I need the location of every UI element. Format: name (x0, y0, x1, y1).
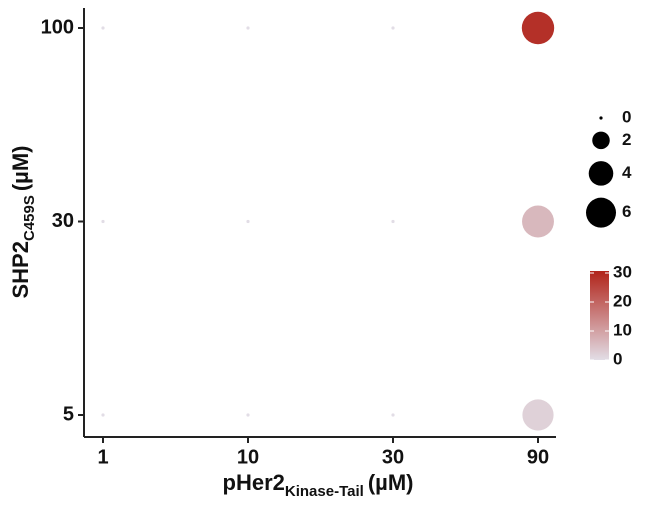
y-title-unit: (µM) (8, 145, 33, 191)
y-axis-title: SHP2C459S (µM) (8, 145, 38, 298)
bubble (521, 11, 555, 45)
bubble (522, 399, 554, 431)
y-tick-label: 30 (52, 210, 74, 232)
bubble (101, 413, 105, 417)
x-tick-label: 90 (527, 446, 549, 468)
x-tick-label: 1 (97, 446, 108, 468)
bubble (391, 413, 395, 417)
x-title-sub: Kinase-Tail (285, 483, 364, 500)
size-legend-key (599, 116, 603, 120)
y-title-main: SHP2 (8, 241, 33, 298)
bubble (246, 219, 250, 224)
bubble (522, 205, 554, 238)
x-title-unit: (µM) (368, 470, 414, 495)
size-legend-label: 4 (622, 163, 632, 182)
color-legend-label: 20 (613, 291, 632, 310)
color-bar (590, 271, 609, 360)
size-legend-label: 6 (622, 202, 631, 221)
size-legend-label: 2 (622, 130, 631, 149)
size-legend-key (586, 197, 616, 228)
x-axis-title: pHer2Kinase-Tail (µM) (223, 470, 414, 500)
size-legend-key (592, 131, 610, 150)
size-legend-label: 0 (622, 107, 631, 126)
bubble (101, 219, 105, 224)
y-tick-label: 5 (63, 403, 74, 425)
bubble (101, 26, 105, 30)
y-tick-label: 100 (41, 16, 74, 38)
color-legend-label: 10 (613, 320, 632, 339)
x-tick-label: 30 (382, 446, 404, 468)
bubble (391, 26, 395, 30)
y-title-sub: C459S (21, 195, 38, 241)
size-legend-key (588, 161, 614, 186)
x-title-main: pHer2 (223, 470, 285, 495)
bubble (246, 26, 250, 30)
color-legend-label: 30 (613, 262, 632, 281)
color-legend-label: 0 (613, 349, 622, 368)
bubble (246, 413, 250, 417)
bubble (391, 219, 395, 224)
x-tick-label: 10 (237, 446, 259, 468)
